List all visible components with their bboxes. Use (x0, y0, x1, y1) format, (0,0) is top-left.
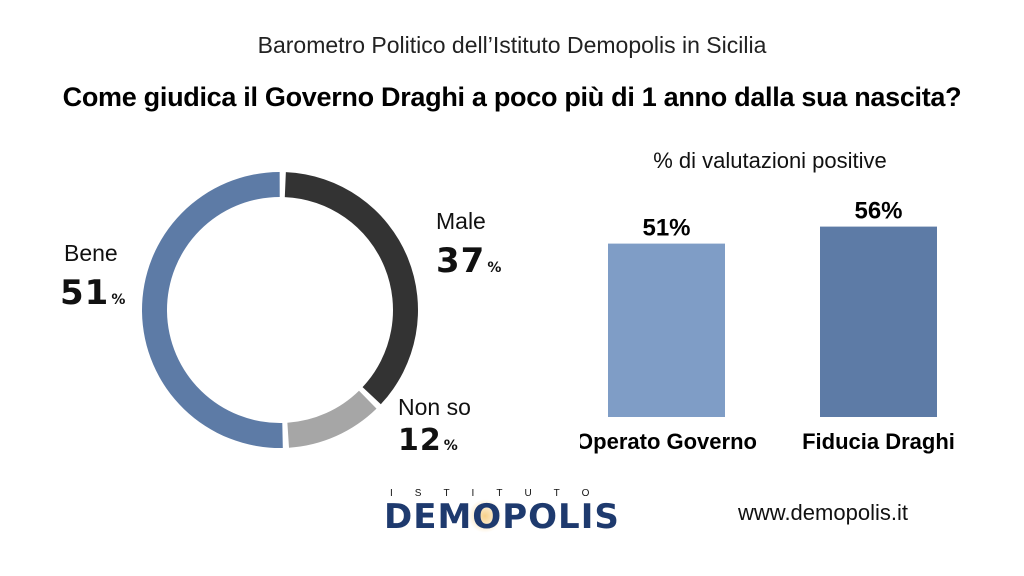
label-nonso-name: Non so (398, 394, 471, 420)
bar-chart-title: % di valutazioni positive (653, 148, 887, 173)
label-male-name: Male (436, 208, 486, 234)
bar-value-label: 51% (642, 215, 690, 242)
label-bene-value: 51% (60, 273, 127, 313)
bar-fiducia-draghi (820, 226, 937, 417)
bar-value-label: 56% (854, 200, 902, 225)
donut-slice-male (284, 172, 418, 405)
chart-title: Come giudica il Governo Draghi a poco pi… (62, 82, 962, 112)
bar-operato-governo (608, 243, 725, 417)
label-male-value: 37% (436, 241, 503, 281)
demopolis-logo: ISTITUTO DEMOPOLIS (384, 488, 666, 537)
chart-subtitle: Barometro Politico dell’Istituto Demopol… (257, 32, 767, 58)
label-nonso: Non so 12% (398, 394, 471, 458)
bar-category-label: Operato Governo (580, 429, 757, 454)
label-bene-name: Bene (64, 240, 118, 266)
logo-top-text: ISTITUTO (390, 488, 612, 499)
donut-slice-bene (141, 172, 283, 448)
bar-category-label: Fiducia Draghi (802, 429, 955, 454)
label-bene: Bene 51% (60, 240, 126, 313)
donut-slice-non-so (287, 390, 377, 448)
logo-main-text: DEMOPOLIS (384, 497, 620, 537)
bar-chart: 51% Operato Governo 56% Fiducia Draghi (580, 200, 955, 454)
label-male: Male 37% (436, 208, 502, 281)
donut-chart (141, 172, 418, 448)
website-url: www.demopolis.it (738, 500, 908, 525)
label-nonso-value: 12% (398, 423, 459, 458)
